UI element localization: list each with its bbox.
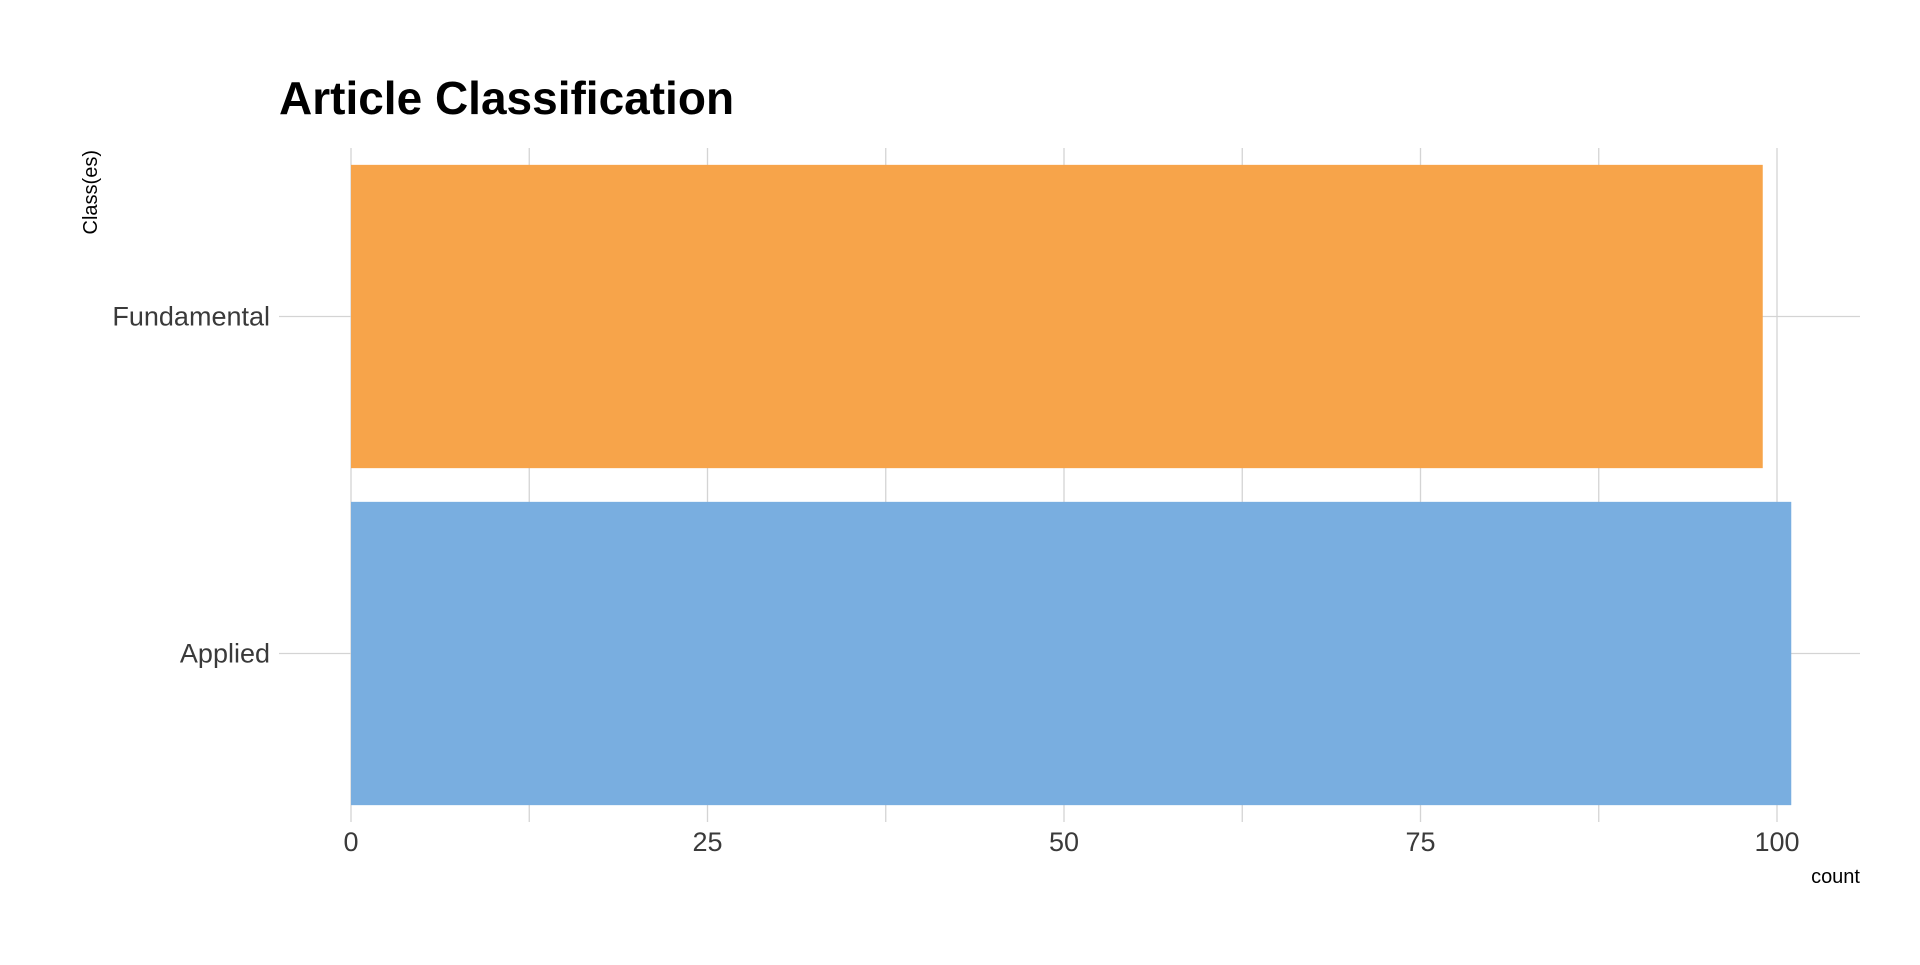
x-tick-label: 100: [1754, 827, 1799, 857]
y-axis-title: Class(es): [80, 150, 102, 234]
y-tick-label: Applied: [180, 639, 270, 669]
tick-labels: Fundamental Applied 0 25 50 75 100: [112, 302, 1799, 858]
x-axis-title: count: [1811, 866, 1860, 888]
x-tick-label: 25: [692, 827, 722, 857]
x-tick-label: 0: [343, 827, 358, 857]
y-tick-label: Fundamental: [112, 302, 270, 332]
chart-title: Article Classification: [279, 72, 734, 124]
bar-applied: [351, 501, 1792, 806]
bars: [351, 164, 1792, 806]
bar-fundamental: [351, 164, 1763, 469]
x-tick-label: 50: [1049, 827, 1079, 857]
x-tick-label: 75: [1405, 827, 1435, 857]
